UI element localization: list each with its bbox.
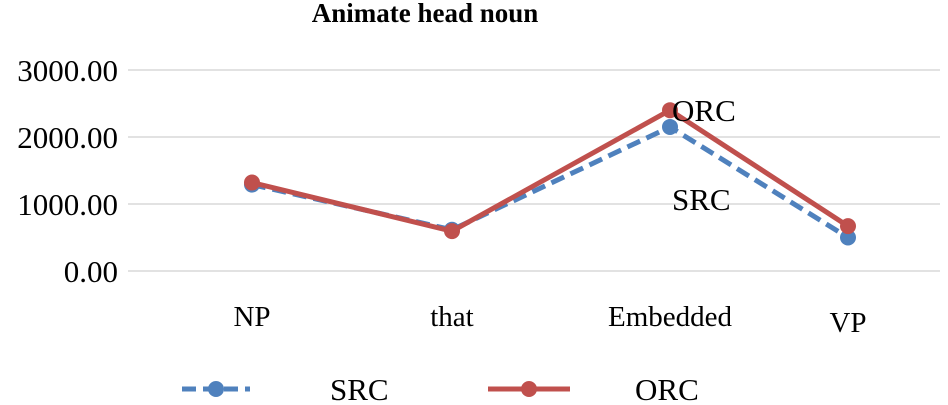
x-tick-label: that bbox=[430, 301, 474, 333]
gridlines bbox=[128, 69, 940, 272]
legend: SRC ORC bbox=[182, 372, 699, 405]
y-tick-label: 1000.00 bbox=[17, 187, 118, 222]
series-lines bbox=[244, 102, 856, 246]
legend-label-orc: ORC bbox=[635, 372, 699, 405]
legend-label-src: SRC bbox=[330, 372, 389, 405]
data-point-orc bbox=[840, 218, 856, 235]
annotation-src: SRC bbox=[672, 182, 731, 217]
annotations: ORC SRC bbox=[672, 93, 736, 217]
legend-item-src: SRC bbox=[182, 372, 389, 405]
annotation-orc: ORC bbox=[672, 93, 736, 128]
y-tick-label: 2000.00 bbox=[17, 120, 118, 155]
legend-marker-orc bbox=[521, 381, 537, 397]
y-tick-label: 3000.00 bbox=[17, 53, 118, 88]
x-tick-label: NP bbox=[233, 301, 270, 333]
series-line-orc bbox=[251, 107, 850, 234]
legend-item-orc: ORC bbox=[488, 372, 699, 405]
series-line-src bbox=[251, 124, 850, 240]
data-point-src bbox=[840, 229, 856, 246]
x-tick-label: Embedded bbox=[608, 301, 733, 333]
data-point-orc bbox=[444, 223, 460, 240]
data-point-orc bbox=[244, 174, 260, 191]
data-point-src bbox=[662, 118, 678, 135]
y-axis-tick-labels: 0.00 1000.00 2000.00 3000.00 bbox=[17, 53, 118, 289]
y-tick-label: 0.00 bbox=[64, 254, 118, 289]
data-point-orc bbox=[662, 102, 678, 119]
x-axis-tick-labels: NP that Embedded VP bbox=[233, 301, 866, 339]
x-tick-label: VP bbox=[829, 307, 866, 339]
chart-title: Animate head noun bbox=[312, 0, 539, 28]
legend-marker-src bbox=[208, 381, 224, 397]
